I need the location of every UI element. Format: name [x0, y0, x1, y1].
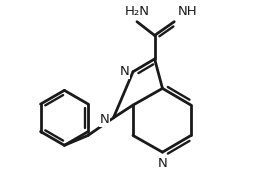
Text: N: N: [119, 65, 129, 78]
Text: NH: NH: [178, 5, 198, 18]
Text: H₂N: H₂N: [124, 5, 150, 18]
Text: N: N: [100, 113, 110, 126]
Text: N: N: [158, 157, 167, 170]
